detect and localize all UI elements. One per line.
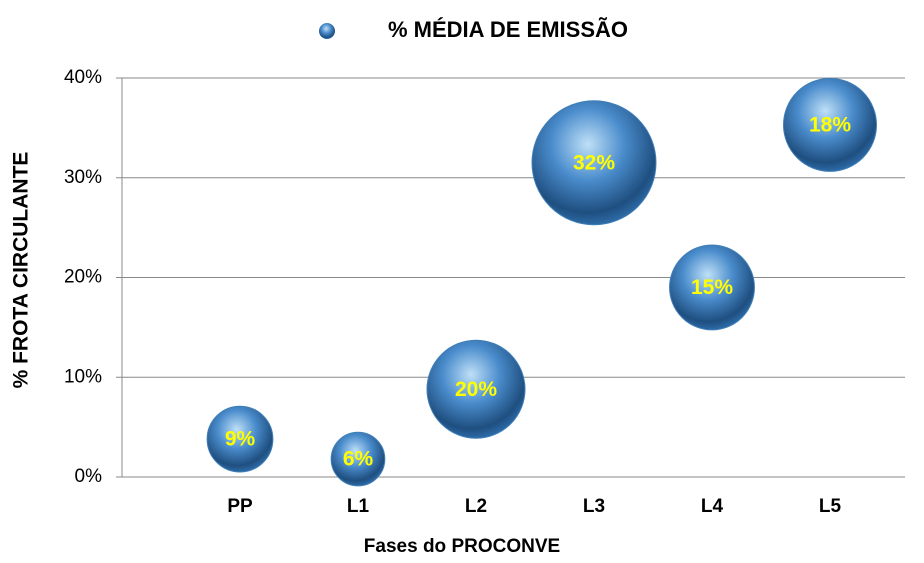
x-axis-label: Fases do PROCONVE	[364, 536, 560, 557]
y-tick-label: 30%	[64, 167, 102, 188]
bubble	[783, 77, 877, 172]
data-label: 9%	[225, 428, 256, 451]
x-tick-label: L3	[583, 496, 605, 517]
bubble	[206, 405, 274, 473]
data-label: 32%	[573, 151, 615, 174]
data-label: 6%	[343, 448, 374, 471]
y-tick-label: 40%	[64, 67, 102, 88]
y-tick-label: 10%	[64, 366, 102, 387]
data-label: 15%	[691, 276, 733, 299]
x-tick-label: L4	[701, 496, 724, 517]
legend-icon	[319, 23, 335, 39]
x-tick-label: L5	[819, 496, 842, 517]
x-tick-label: L1	[347, 496, 370, 517]
y-tick-label: 0%	[75, 466, 103, 487]
data-label: 18%	[809, 113, 851, 136]
x-tick-label: PP	[227, 496, 253, 517]
legend-label: % MÉDIA DE EMISSÃO	[388, 17, 628, 42]
bubble	[531, 100, 657, 226]
y-axis-label: % FROTA CIRCULANTE	[10, 152, 33, 389]
y-tick-label: 20%	[64, 267, 102, 288]
bubble	[669, 244, 755, 331]
bubble	[330, 431, 386, 487]
data-label: 20%	[455, 378, 497, 401]
x-tick-label: L2	[465, 496, 487, 517]
bubble	[426, 339, 526, 439]
